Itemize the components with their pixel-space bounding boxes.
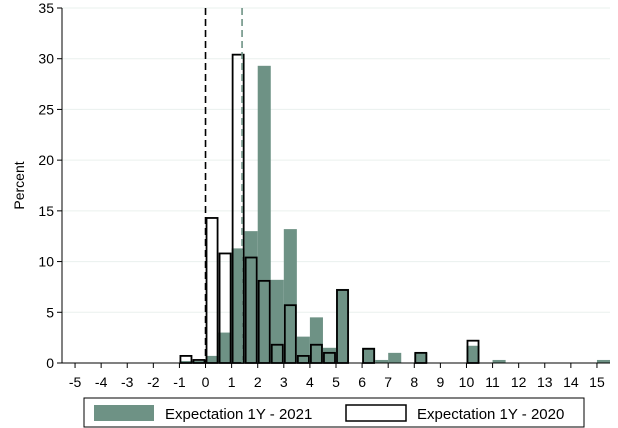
legend-swatch-2020 [345,404,407,422]
bar-2021 [257,65,271,364]
x-tick-label: 12 [511,374,527,390]
x-tick-label: -3 [121,374,134,390]
bar-2021 [270,279,284,363]
x-tick-label: -1 [173,374,186,390]
x-tick-label: 13 [537,374,553,390]
legend-label-2020: Expectation 1Y - 2020 [417,406,564,423]
x-tick-label: 8 [410,374,418,390]
grid-lines [62,7,610,313]
x-tick-label: -4 [95,374,108,390]
bar-2021 [244,231,258,363]
bar-2020 [205,217,219,364]
bar-2021 [336,288,350,363]
bar-2021 [296,336,310,363]
x-tick-label: -2 [147,374,160,390]
y-tick-label: 10 [38,254,54,270]
reference-lines [204,8,243,363]
bar-2021 [322,347,336,363]
bar-2021 [192,360,206,363]
x-tick-label: 1 [228,374,236,390]
y-tick-label: 0 [46,355,54,371]
legend-label-2021: Expectation 1Y - 2021 [165,406,312,423]
y-tick-label: 35 [38,0,54,16]
x-tick-label: 3 [280,374,288,390]
y-axis-label: Percent [11,161,27,209]
series-2020-bars [179,53,480,364]
x-tick-label: 2 [254,374,262,390]
series-2021-bars [179,65,610,364]
legend: Expectation 1Y - 2021 Expectation 1Y - 2… [83,397,585,428]
bar-2021 [179,360,193,363]
x-tick-label: 9 [436,374,444,390]
y-tick-label: 30 [38,51,54,67]
y-tick-label: 15 [38,203,54,219]
bar-2021 [218,332,232,363]
x-tick-label: 4 [306,374,314,390]
x-tick-label: 11 [485,374,500,390]
y-tick-label: 25 [38,101,54,117]
x-tick-label: 5 [332,374,340,390]
bar-2021 [388,352,402,363]
legend-box [83,397,585,428]
bar-2021 [362,347,376,363]
bar-2021 [596,359,610,363]
x-tick-label: 0 [202,374,210,390]
y-tick-label: 20 [38,152,54,168]
bar-2021 [466,345,480,363]
legend-swatch-2021 [94,405,154,421]
bar-2021 [283,229,297,363]
bar-2021 [309,317,323,363]
bar-2021 [414,352,428,363]
bar-2021 [492,359,506,363]
bar-2021 [375,359,389,363]
bar-2021 [205,355,219,363]
x-tick-label: 10 [459,374,475,390]
x-tick-label: 7 [384,374,392,390]
x-tick-label: 14 [563,374,579,390]
y-tick-label: 5 [46,304,54,320]
x-tick-label: 15 [589,374,605,390]
x-tick-label: -5 [69,374,82,390]
x-tick-label: 6 [358,374,366,390]
